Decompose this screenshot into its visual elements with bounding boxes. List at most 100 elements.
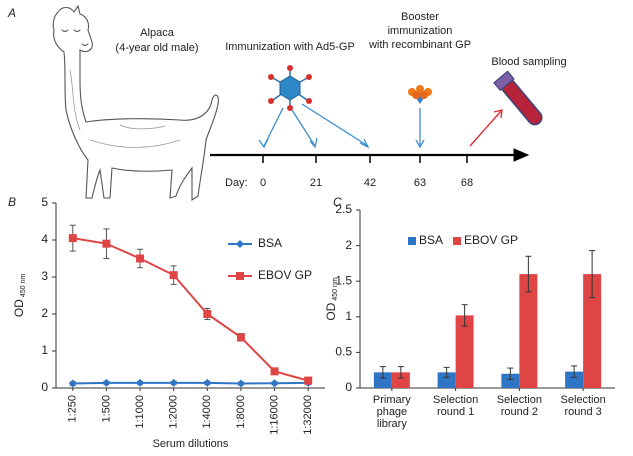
marker [68,234,77,243]
x-tick-label: 1:4000 [201,395,213,429]
x-tick-label: 1:250 [67,395,79,423]
blood-tube [493,70,543,126]
error-bar [443,366,450,378]
error-bar [379,366,386,379]
alpaca-sketch [52,4,219,202]
booster-label: immunization [388,25,453,37]
y-axis-label: OD450 nm [324,277,339,321]
bar [391,372,410,388]
x-tick-label: 1:2000 [168,395,180,429]
y-tick-label: 3 [41,269,48,283]
x-tick-label: phage [377,406,408,418]
x-tick-label: Selection [497,394,542,406]
marker [102,239,111,248]
marker [304,376,313,385]
sampling-label: Blood sampling [491,56,566,68]
timeline [210,148,530,162]
marker [136,378,145,387]
error-bar [461,304,468,327]
marker [102,378,111,387]
y-tick-label: 0.5 [335,345,352,359]
x-tick-label: 1:1000 [134,395,146,429]
booster-label: Booster [401,11,439,23]
legend-marker [236,240,244,248]
y-axis-label-sub: 450 nm [20,274,27,298]
x-tick-label: round 1 [437,406,474,418]
chart: B 0 1 2 3 4 5 OD450 nm Serum dilutions 1:250 1:500… [8,195,325,450]
booster-label: with recombinant GP [368,39,471,51]
x-tick-label: 1:500 [100,395,112,423]
x-tick-label: library [377,418,407,430]
error-bar [571,365,578,378]
virus-icon [268,65,312,111]
y-axis-label-sub: 450 nm [332,277,339,301]
day-value: 42 [364,177,376,189]
legend-marker [453,237,461,245]
bar [373,372,392,388]
marker [203,310,212,318]
error-bar [589,250,596,299]
marker [169,271,178,280]
error-bar [507,367,514,380]
marker [203,378,212,387]
y-axis-label-main: OD [324,302,338,320]
day-value: 21 [310,177,322,189]
immunization-label: Immunization with Ad5-GP [225,41,355,53]
marker [136,254,145,263]
day-value: 0 [260,177,266,189]
legend-label: EBOV GP [258,268,312,282]
error-bar [525,255,532,293]
y-tick-label: 5 [41,195,48,209]
x-tick-label: 1:16000 [268,395,280,435]
marker [270,367,279,376]
legend-marker [236,272,244,280]
panel-label: C [333,195,342,209]
panel-label: A [7,6,16,20]
x-tick-label: Primary [373,394,411,406]
injection-arrows [258,103,425,149]
bar [437,372,456,388]
bar [565,371,584,388]
x-tick-label: Selection [560,394,605,406]
y-axis-label-main: OD [12,299,26,317]
legend-label: BSA [419,233,443,247]
y-tick-label: 1.5 [335,273,352,287]
series-line [72,381,309,385]
marker [169,378,178,387]
x-tick-label: 1:32000 [302,395,314,435]
animal-name: Alpaca [140,27,175,39]
y-tick-label: 2 [41,306,48,320]
marker [270,379,279,388]
marker [236,333,245,342]
y-tick-label: 2.5 [335,202,352,216]
y-tick-label: 4 [41,232,48,246]
day-label: Day: [225,177,248,189]
legend-label: BSA [258,236,282,250]
x-tick-label: 1:8000 [235,395,247,429]
bar [519,274,538,388]
bar [501,373,520,388]
days: 0 21 42 63 68 [260,155,473,189]
animal-note: (4-year old male) [115,42,198,54]
panel-label: B [8,195,16,209]
legend-label: EBOV GP [464,233,518,247]
y-tick-label: 1 [41,343,48,357]
error-bar [397,366,404,379]
legend-marker [408,237,416,245]
marker [236,379,245,388]
bar [583,274,602,388]
sampling-arrow [469,109,503,147]
series-line [72,237,309,382]
y-tick-label: 0 [345,380,352,394]
x-tick-label: Selection [433,394,478,406]
bar [455,315,474,388]
marker [68,379,77,388]
y-tick-label: 2 [345,238,352,252]
x-tick-label: round 2 [501,406,538,418]
y-axis-label: OD450 nm [12,274,27,318]
day-value: 68 [461,177,473,189]
y-tick-label: 1 [345,309,352,323]
y-tick-label: 0 [41,380,48,394]
